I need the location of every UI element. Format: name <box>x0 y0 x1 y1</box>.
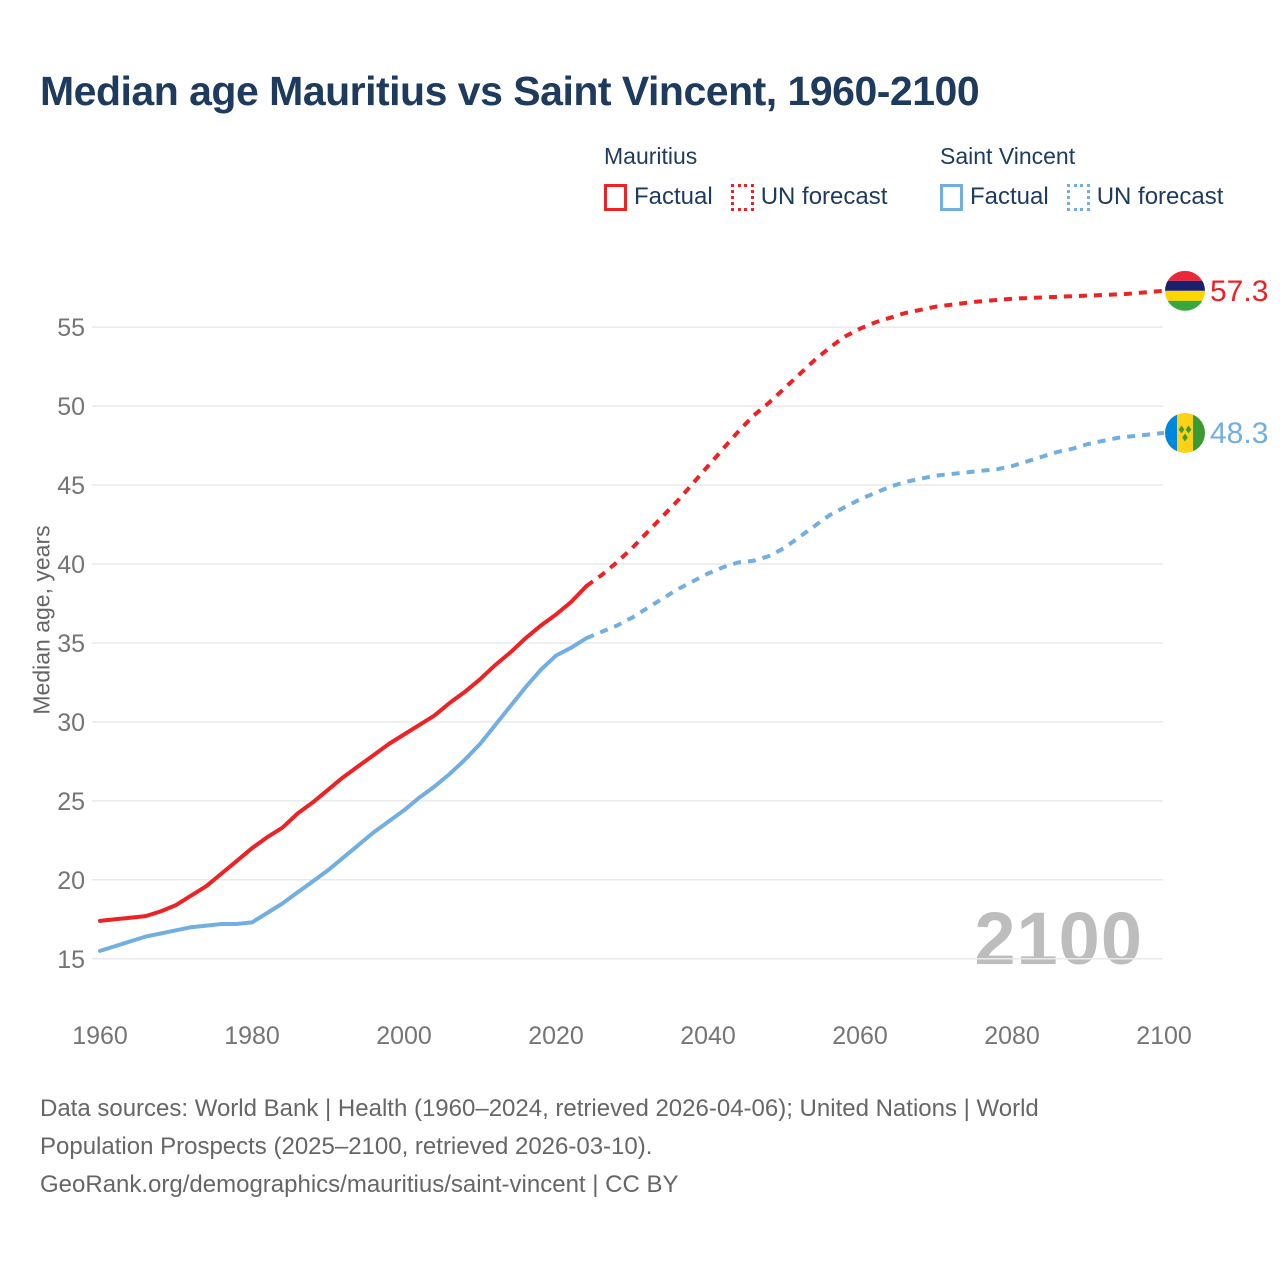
saint-vincent-forecast-end-value: 48.3 <box>1210 417 1268 450</box>
x-tick-label: 2000 <box>376 1022 432 1050</box>
saint-vincent-flag-icon <box>1165 412 1205 453</box>
mauritius-factual-swatch <box>604 183 627 211</box>
mauritius-factual-line <box>98 584 589 923</box>
y-tick-label: 50 <box>57 393 85 421</box>
legend-item-label: Factual <box>634 183 713 210</box>
x-tick-label: 2020 <box>528 1022 584 1050</box>
y-tick-label: 40 <box>57 551 85 579</box>
y-tick-label: 45 <box>57 472 85 500</box>
footer: Data sources: World Bank | Health (1960–… <box>40 1090 1039 1204</box>
saint-vincent-factual-swatch <box>940 183 963 211</box>
legend-item-label: UN forecast <box>1096 183 1224 210</box>
footer-source-line-1: Data sources: World Bank | Health (1960–… <box>40 1095 1039 1122</box>
x-tick-label: 2040 <box>680 1022 736 1050</box>
mauritius-forecast-swatch <box>730 183 754 211</box>
x-tick-label: 1960 <box>72 1022 128 1050</box>
watermark-2100: 2100 <box>974 897 1143 980</box>
legend-item-label: UN forecast <box>760 183 888 210</box>
saint-vincent-forecast-line <box>585 430 1165 641</box>
legend-group-saint-vincent: Saint Vincent Factual UN forecast <box>940 143 1223 211</box>
y-tick-label: 55 <box>57 314 85 342</box>
y-tick-label: 30 <box>57 709 85 737</box>
y-tick-label: 20 <box>57 867 85 895</box>
saint-vincent-factual-line <box>98 636 589 953</box>
mauritius-forecast-line <box>585 288 1165 588</box>
legend-group-title: Mauritius <box>604 143 698 169</box>
x-tick-label: 2060 <box>832 1022 888 1050</box>
y-tick-label: 35 <box>57 630 85 658</box>
footer-source-line-3: GeoRank.org/demographics/mauritius/saint… <box>40 1171 679 1198</box>
page-title: Median age Mauritius vs Saint Vincent, 1… <box>40 68 980 114</box>
footer-source-line-2: Population Prospects (2025–2100, retriev… <box>40 1133 653 1160</box>
x-tick-label: 1980 <box>224 1022 280 1050</box>
legend-group-mauritius: Mauritius Factual UN forecast <box>604 143 887 211</box>
y-tick-label: 15 <box>57 946 85 974</box>
mauritius-forecast-end-value: 57.3 <box>1210 275 1268 308</box>
saint-vincent-forecast-swatch <box>1066 183 1090 211</box>
x-tick-label: 2100 <box>1136 1022 1192 1050</box>
y-tick-label: 25 <box>57 788 85 816</box>
x-tick-label: 2080 <box>984 1022 1040 1050</box>
mauritius-flag-icon <box>1165 270 1205 311</box>
legend-group-title: Saint Vincent <box>940 143 1076 169</box>
legend-item-label: Factual <box>970 183 1049 210</box>
